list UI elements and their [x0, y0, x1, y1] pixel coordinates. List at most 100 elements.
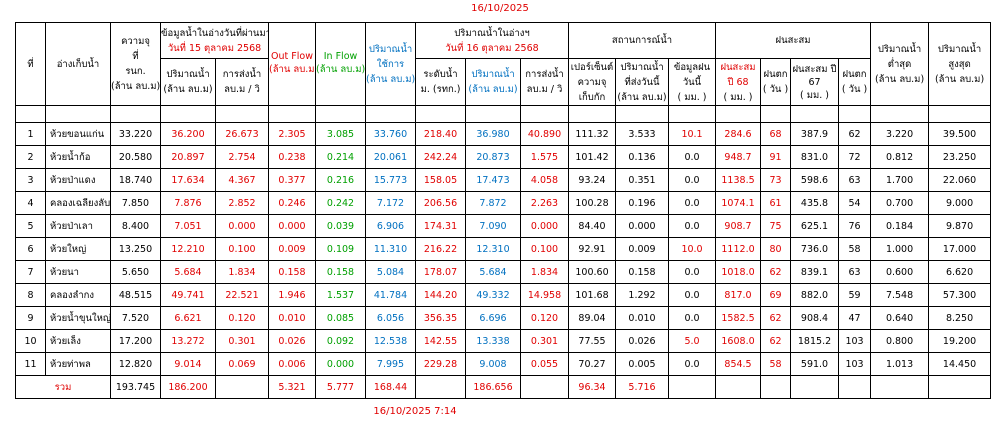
data-row: 3 ห้วยป่าแดง 18.740 17.634 4.367 0.377 0.216 15… — [15, 168, 992, 192]
cell: ห้วยป่าเลา — [45, 214, 111, 238]
header-cell: ปริมาณน้ำ ต่ำสุด (ล้าน ลบ.ม) — [870, 22, 930, 106]
total-cell: 5.777 — [315, 375, 367, 399]
cell: 89.04 — [568, 306, 617, 330]
cell: 12.210 — [160, 237, 216, 261]
total-cell: 168.44 — [365, 375, 417, 399]
cell: 0.000 — [315, 352, 367, 376]
header-text: วันนี้ — [682, 76, 702, 88]
cell: 0.000 — [615, 214, 670, 238]
header-lines: ปริมาณน้ำ ที่ส่งวันนี้ (ล้าน ลบ.ม) — [617, 60, 668, 105]
header-text: (ล้าน ลบ.ม) — [366, 73, 416, 85]
cell: 0.377 — [268, 168, 317, 192]
cell: 1112.0 — [715, 237, 762, 261]
cell: 0.000 — [520, 214, 570, 238]
cell: 5.0 — [668, 329, 717, 353]
total-cell — [415, 375, 467, 399]
cell: 36.980 — [465, 122, 522, 146]
total-cell — [760, 375, 792, 399]
cell: 216.22 — [415, 237, 467, 261]
cell: 26.673 — [214, 122, 270, 146]
header-text: ที่ — [27, 58, 34, 70]
header-lines: In Flow (ล้าน ลบ.ม) — [317, 51, 365, 77]
header-text: ( มม. ) — [723, 91, 753, 103]
cell: 0.216 — [315, 168, 367, 192]
cell: 0.0 — [668, 306, 717, 330]
empty-cell — [15, 105, 46, 123]
cell: 854.5 — [715, 352, 762, 376]
cell: 5.684 — [160, 260, 216, 284]
header-lines: ฝนสะสม — [717, 33, 870, 48]
header-lines: ปริมาณน้ำ สูงสุด (ล้าน ลบ.ม) — [930, 42, 990, 87]
timestamp: 16/10/2025 7:14 — [373, 406, 457, 417]
cell: 1.834 — [214, 260, 270, 284]
data-row: 7 ห้วยนา 5.650 5.684 1.834 0.158 0.158 5.084 178… — [15, 260, 992, 284]
cell: 57.300 — [928, 283, 992, 307]
header-cell: ความจุ ที่ รนก. (ล้าน ลบ.ม) — [110, 22, 161, 106]
cell: 1.000 — [870, 237, 930, 261]
header-text: ที่ — [132, 51, 139, 62]
total-cell — [214, 375, 270, 399]
cell: 2.754 — [214, 145, 270, 169]
cell: 3.220 — [870, 122, 930, 146]
cell: 11.310 — [365, 237, 417, 261]
header-text: ต่ำสุด — [887, 58, 912, 70]
header-cell: ปริมาณน้ำ (ล้าน ลบ.ม) — [160, 58, 216, 106]
cell: 33.220 — [110, 122, 161, 146]
cell: 7.995 — [365, 352, 417, 376]
cell: 0.120 — [214, 306, 270, 330]
total-row: รวม 193.745 186.200 5.321 5.777 168.44 186.656… — [15, 375, 992, 399]
header-text: ( มม. ) — [677, 91, 707, 103]
cell: 8.400 — [110, 214, 161, 238]
cell: 7.090 — [465, 214, 522, 238]
cell: 12.820 — [110, 352, 161, 376]
cell: 49.332 — [465, 283, 522, 307]
data-row: 4 คลองเฉลียงลับ 7.850 7.876 2.852 0.246 0.242 7… — [15, 191, 992, 215]
cell: คลองเฉลียงลับ — [45, 191, 111, 215]
cell: 23.250 — [928, 145, 992, 169]
cell: 1.834 — [520, 260, 570, 284]
header-text: สูงสุด — [948, 58, 971, 70]
cell: 8.250 — [928, 306, 992, 330]
header-text: ระดับน้ำ — [423, 69, 458, 80]
cell: 0.184 — [870, 214, 930, 238]
cell: 144.20 — [415, 283, 467, 307]
cell: 68 — [760, 122, 792, 146]
cell: 61 — [760, 191, 792, 215]
header-text: (ล้าน ลบ.ม) — [468, 84, 518, 95]
cell: 0.158 — [268, 260, 317, 284]
cell: 0.026 — [615, 329, 670, 353]
empty-cell — [715, 105, 762, 123]
cell: 598.6 — [790, 168, 840, 192]
header-text: ใช้การ — [376, 58, 405, 70]
header-row: ปริมาณน้ำ (ล้าน ลบ.ม) การส่งน้ำ ลบ.ม / วิ ระ… — [16, 58, 991, 106]
header-text: วันที่ 15 ตุลาคม 2568 — [167, 42, 262, 54]
cell: 17.634 — [160, 168, 216, 192]
cell: 7.548 — [870, 283, 930, 307]
total-cell — [715, 375, 762, 399]
header-cell: ปริมาณน้ำ (ล้าน ลบ.ม) — [465, 58, 522, 106]
cell: 1.946 — [268, 283, 317, 307]
cell: 0.246 — [268, 191, 317, 215]
empty-cell — [315, 105, 367, 123]
cell: 2.263 — [520, 191, 570, 215]
cell: 882.0 — [790, 283, 840, 307]
cell: 3.085 — [315, 122, 367, 146]
total-cell — [838, 375, 872, 399]
cell: 73 — [760, 168, 792, 192]
header-text: ฝนตก — [763, 69, 788, 80]
cell: 5.650 — [110, 260, 161, 284]
cell: 142.55 — [415, 329, 467, 353]
cell: 14.958 — [520, 283, 570, 307]
cell: 6.696 — [465, 306, 522, 330]
title: 16/10/2025 — [471, 3, 529, 14]
cell: 284.6 — [715, 122, 762, 146]
cell: ห้วยป่าแดง — [45, 168, 111, 192]
cell: 0.085 — [315, 306, 367, 330]
header-text: ข้อมูลฝน — [673, 61, 711, 73]
header-cell: ปริมาณน้ำ ใช้การ (ล้าน ลบ.ม) — [365, 22, 417, 106]
header-text: ลบ.ม / วิ — [224, 84, 260, 95]
cell: 0.214 — [315, 145, 367, 169]
cell: 0.0 — [668, 145, 717, 169]
header-cell: การส่งน้ำ ลบ.ม / วิ — [520, 58, 570, 106]
